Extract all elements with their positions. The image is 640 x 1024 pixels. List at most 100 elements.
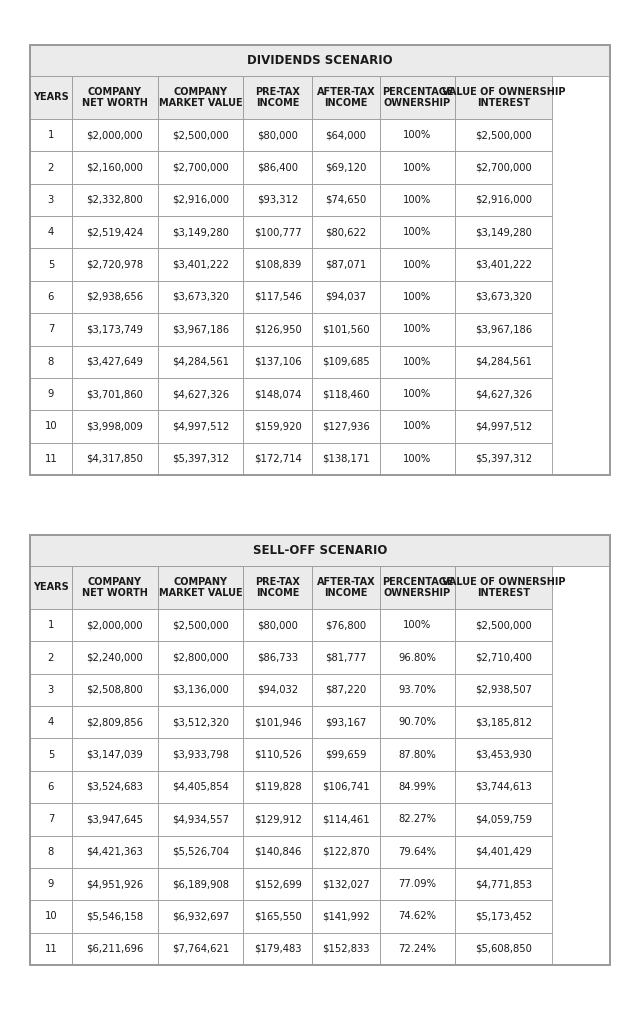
Bar bbox=[30, 76, 72, 119]
Text: $2,710,400: $2,710,400 bbox=[475, 652, 532, 663]
Bar bbox=[380, 183, 454, 216]
Bar bbox=[380, 119, 454, 152]
Text: 74.62%: 74.62% bbox=[399, 911, 436, 922]
Text: 100%: 100% bbox=[403, 163, 431, 172]
Text: 72.24%: 72.24% bbox=[399, 944, 436, 953]
Bar bbox=[243, 183, 312, 216]
Text: $2,500,000: $2,500,000 bbox=[475, 130, 532, 140]
Text: $148,074: $148,074 bbox=[254, 389, 301, 399]
Text: 1: 1 bbox=[48, 621, 54, 630]
Bar bbox=[30, 900, 72, 933]
Bar bbox=[30, 868, 72, 900]
Bar bbox=[380, 641, 454, 674]
Text: $110,526: $110,526 bbox=[254, 750, 301, 760]
Text: SELL-OFF SCENARIO: SELL-OFF SCENARIO bbox=[253, 544, 387, 557]
Bar bbox=[157, 674, 243, 707]
Text: $4,997,512: $4,997,512 bbox=[475, 422, 532, 431]
Text: $2,800,000: $2,800,000 bbox=[172, 652, 229, 663]
Text: $80,000: $80,000 bbox=[257, 621, 298, 630]
Bar bbox=[380, 707, 454, 738]
Bar bbox=[72, 216, 157, 249]
Text: $106,741: $106,741 bbox=[323, 782, 370, 792]
Text: $152,699: $152,699 bbox=[253, 879, 301, 889]
Text: $6,932,697: $6,932,697 bbox=[172, 911, 229, 922]
Text: $4,284,561: $4,284,561 bbox=[172, 356, 229, 367]
Bar bbox=[312, 345, 380, 378]
Text: $126,950: $126,950 bbox=[254, 325, 301, 335]
Bar bbox=[380, 442, 454, 475]
Text: 9: 9 bbox=[48, 389, 54, 399]
Bar bbox=[312, 868, 380, 900]
Text: $127,936: $127,936 bbox=[322, 422, 370, 431]
Bar bbox=[243, 771, 312, 803]
Text: $4,934,557: $4,934,557 bbox=[172, 814, 229, 824]
Text: 100%: 100% bbox=[403, 130, 431, 140]
Text: 3: 3 bbox=[48, 195, 54, 205]
Text: 11: 11 bbox=[45, 944, 57, 953]
Bar bbox=[243, 738, 312, 771]
Bar bbox=[380, 771, 454, 803]
Text: 4: 4 bbox=[48, 717, 54, 727]
Text: $4,627,326: $4,627,326 bbox=[172, 389, 229, 399]
Text: 4: 4 bbox=[48, 227, 54, 238]
Bar bbox=[243, 868, 312, 900]
Text: $2,938,507: $2,938,507 bbox=[475, 685, 532, 695]
Bar bbox=[157, 609, 243, 641]
Text: $64,000: $64,000 bbox=[326, 130, 367, 140]
Bar bbox=[30, 707, 72, 738]
Bar bbox=[312, 771, 380, 803]
Text: COMPANY
MARKET VALUE: COMPANY MARKET VALUE bbox=[159, 577, 243, 598]
Bar bbox=[243, 313, 312, 345]
Bar bbox=[312, 609, 380, 641]
Text: $94,032: $94,032 bbox=[257, 685, 298, 695]
Bar bbox=[30, 411, 72, 442]
Text: $114,461: $114,461 bbox=[323, 814, 370, 824]
Bar bbox=[454, 442, 552, 475]
Bar bbox=[312, 119, 380, 152]
Text: $2,916,000: $2,916,000 bbox=[172, 195, 229, 205]
Text: PRE-TAX
INCOME: PRE-TAX INCOME bbox=[255, 577, 300, 598]
Text: $3,524,683: $3,524,683 bbox=[86, 782, 143, 792]
Text: YEARS: YEARS bbox=[33, 92, 68, 102]
Bar bbox=[454, 609, 552, 641]
Bar bbox=[454, 119, 552, 152]
Bar bbox=[243, 378, 312, 411]
Text: $87,220: $87,220 bbox=[326, 685, 367, 695]
Bar bbox=[157, 378, 243, 411]
Text: $2,519,424: $2,519,424 bbox=[86, 227, 143, 238]
Bar bbox=[380, 281, 454, 313]
Text: 5: 5 bbox=[48, 260, 54, 269]
Bar bbox=[30, 641, 72, 674]
Bar bbox=[30, 442, 72, 475]
Text: $4,405,854: $4,405,854 bbox=[172, 782, 229, 792]
Text: $119,828: $119,828 bbox=[254, 782, 301, 792]
Text: $3,185,812: $3,185,812 bbox=[475, 717, 532, 727]
Text: $4,059,759: $4,059,759 bbox=[475, 814, 532, 824]
Text: $122,870: $122,870 bbox=[323, 847, 370, 857]
Bar bbox=[72, 868, 157, 900]
Text: $3,427,649: $3,427,649 bbox=[86, 356, 143, 367]
Bar bbox=[157, 707, 243, 738]
Text: 2: 2 bbox=[48, 652, 54, 663]
Text: $101,946: $101,946 bbox=[254, 717, 301, 727]
Text: $76,800: $76,800 bbox=[326, 621, 367, 630]
Bar bbox=[157, 738, 243, 771]
Text: $4,317,850: $4,317,850 bbox=[86, 454, 143, 464]
Text: 77.09%: 77.09% bbox=[399, 879, 436, 889]
Text: $3,967,186: $3,967,186 bbox=[172, 325, 229, 335]
Bar bbox=[380, 738, 454, 771]
Text: $86,400: $86,400 bbox=[257, 163, 298, 172]
Text: $159,920: $159,920 bbox=[254, 422, 301, 431]
Text: $80,622: $80,622 bbox=[326, 227, 367, 238]
Text: $2,500,000: $2,500,000 bbox=[475, 621, 532, 630]
Text: 87.80%: 87.80% bbox=[399, 750, 436, 760]
Text: $138,171: $138,171 bbox=[323, 454, 370, 464]
Text: $80,000: $80,000 bbox=[257, 130, 298, 140]
Text: 2: 2 bbox=[48, 163, 54, 172]
Text: $4,284,561: $4,284,561 bbox=[475, 356, 532, 367]
Text: $7,764,621: $7,764,621 bbox=[172, 944, 229, 953]
Bar bbox=[380, 152, 454, 183]
Text: $5,397,312: $5,397,312 bbox=[172, 454, 229, 464]
Text: $4,997,512: $4,997,512 bbox=[172, 422, 229, 431]
Bar bbox=[243, 411, 312, 442]
